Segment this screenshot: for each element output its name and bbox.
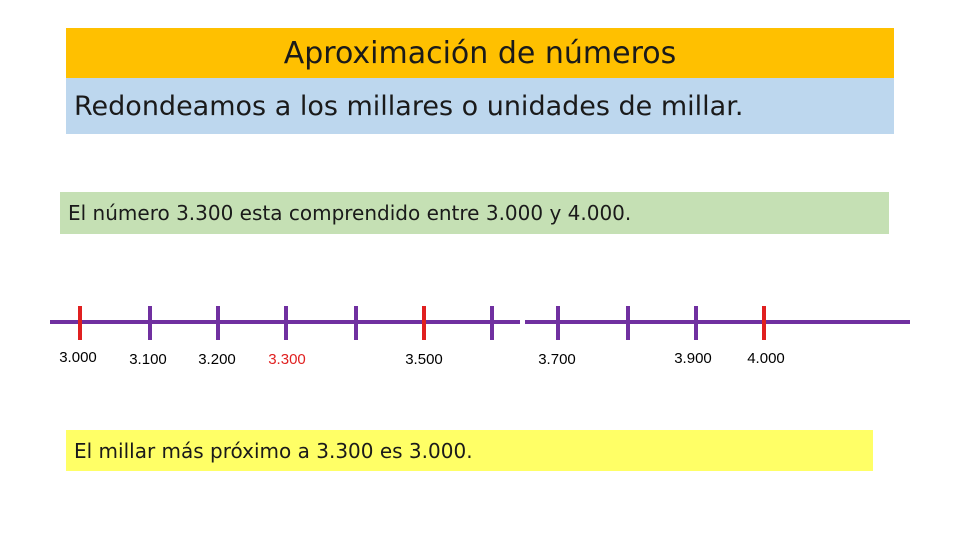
title-banner: Aproximación de números bbox=[66, 28, 894, 78]
tick-label-4000: 4.000 bbox=[747, 350, 785, 367]
tick-label-3000: 3.000 bbox=[59, 349, 97, 366]
statement-banner: El número 3.300 esta comprendido entre 3… bbox=[60, 192, 889, 234]
subtitle-banner: Redondeamos a los millares o unidades de… bbox=[66, 78, 894, 134]
tick-label-3200: 3.200 bbox=[198, 351, 236, 368]
number-line: 3.000 3.100 3.200 3.300 3.500 3.700 3.900 4.000 bbox=[50, 306, 910, 368]
answer-banner: El millar más próximo a 3.300 es 3.000. bbox=[66, 430, 873, 471]
page-subtitle: Redondeamos a los millares o unidades de… bbox=[74, 90, 744, 122]
tick-label-3900: 3.900 bbox=[674, 350, 712, 367]
page-title: Aproximación de números bbox=[283, 35, 677, 71]
tick-label-3700: 3.700 bbox=[538, 351, 576, 368]
tick-label-3100: 3.100 bbox=[129, 351, 167, 368]
tick-label-3500: 3.500 bbox=[405, 351, 443, 368]
statement-text: El número 3.300 esta comprendido entre 3… bbox=[68, 201, 632, 225]
tick-label-3300: 3.300 bbox=[268, 351, 306, 368]
answer-text: El millar más próximo a 3.300 es 3.000. bbox=[74, 438, 473, 463]
